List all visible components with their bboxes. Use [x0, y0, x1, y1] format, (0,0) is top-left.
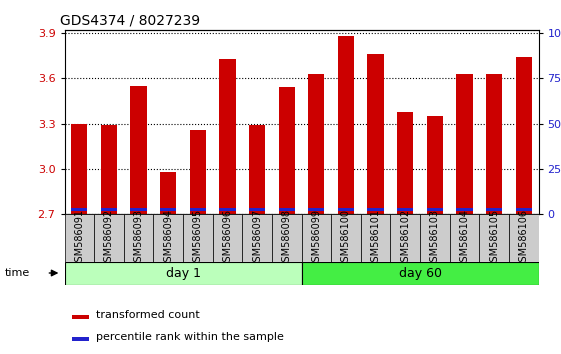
Bar: [272, 214, 301, 262]
Bar: [219, 59, 236, 214]
Bar: [367, 208, 384, 211]
Text: GSM586102: GSM586102: [400, 209, 410, 268]
Bar: [397, 208, 413, 211]
Bar: [65, 262, 301, 285]
Text: GSM586101: GSM586101: [371, 209, 380, 268]
Bar: [219, 208, 236, 211]
Bar: [427, 116, 443, 214]
Text: transformed count: transformed count: [96, 310, 200, 320]
Text: GSM586106: GSM586106: [519, 209, 529, 268]
Text: day 1: day 1: [165, 267, 200, 280]
Bar: [131, 208, 147, 211]
Bar: [390, 214, 420, 262]
Bar: [516, 208, 532, 211]
Bar: [450, 214, 479, 262]
Text: GDS4374 / 8027239: GDS4374 / 8027239: [60, 13, 200, 28]
Bar: [420, 214, 450, 262]
Bar: [301, 214, 331, 262]
Bar: [279, 87, 295, 214]
Bar: [131, 86, 147, 214]
Bar: [308, 74, 324, 214]
Text: GSM586099: GSM586099: [311, 209, 321, 268]
Bar: [94, 214, 124, 262]
Bar: [249, 125, 265, 214]
Bar: [72, 315, 89, 319]
Bar: [279, 208, 295, 211]
Text: GSM586093: GSM586093: [134, 209, 144, 268]
Text: GSM586103: GSM586103: [430, 209, 440, 268]
Bar: [338, 36, 354, 214]
Bar: [190, 130, 206, 214]
Text: GSM586096: GSM586096: [223, 209, 232, 268]
Text: GSM586097: GSM586097: [252, 209, 262, 268]
Bar: [160, 208, 176, 211]
Bar: [190, 208, 206, 211]
Bar: [456, 74, 472, 214]
Text: GSM586091: GSM586091: [74, 209, 84, 268]
Bar: [71, 208, 88, 211]
Text: GSM586092: GSM586092: [104, 209, 114, 268]
Text: day 60: day 60: [398, 267, 442, 280]
Text: percentile rank within the sample: percentile rank within the sample: [96, 332, 284, 342]
Bar: [361, 214, 390, 262]
Bar: [71, 124, 88, 214]
Text: GSM586105: GSM586105: [489, 209, 499, 268]
Bar: [516, 57, 532, 214]
Bar: [249, 208, 265, 211]
Bar: [367, 54, 384, 214]
Bar: [65, 214, 94, 262]
Bar: [308, 208, 324, 211]
Text: GSM586095: GSM586095: [193, 209, 203, 268]
Text: GSM586098: GSM586098: [282, 209, 292, 268]
Bar: [338, 208, 354, 211]
Bar: [486, 208, 502, 211]
Bar: [486, 74, 502, 214]
Bar: [331, 214, 361, 262]
Bar: [456, 208, 472, 211]
Bar: [183, 214, 213, 262]
Bar: [101, 125, 117, 214]
Bar: [160, 172, 176, 214]
Text: GSM586100: GSM586100: [341, 209, 351, 268]
Bar: [124, 214, 153, 262]
Text: GSM586094: GSM586094: [163, 209, 173, 268]
Bar: [242, 214, 272, 262]
Text: time: time: [5, 268, 30, 278]
Bar: [72, 337, 89, 341]
Bar: [509, 214, 539, 262]
Bar: [479, 214, 509, 262]
Bar: [301, 262, 539, 285]
Bar: [213, 214, 242, 262]
Bar: [397, 112, 413, 214]
Bar: [101, 208, 117, 211]
Text: GSM586104: GSM586104: [459, 209, 470, 268]
Bar: [153, 214, 183, 262]
Bar: [427, 208, 443, 211]
